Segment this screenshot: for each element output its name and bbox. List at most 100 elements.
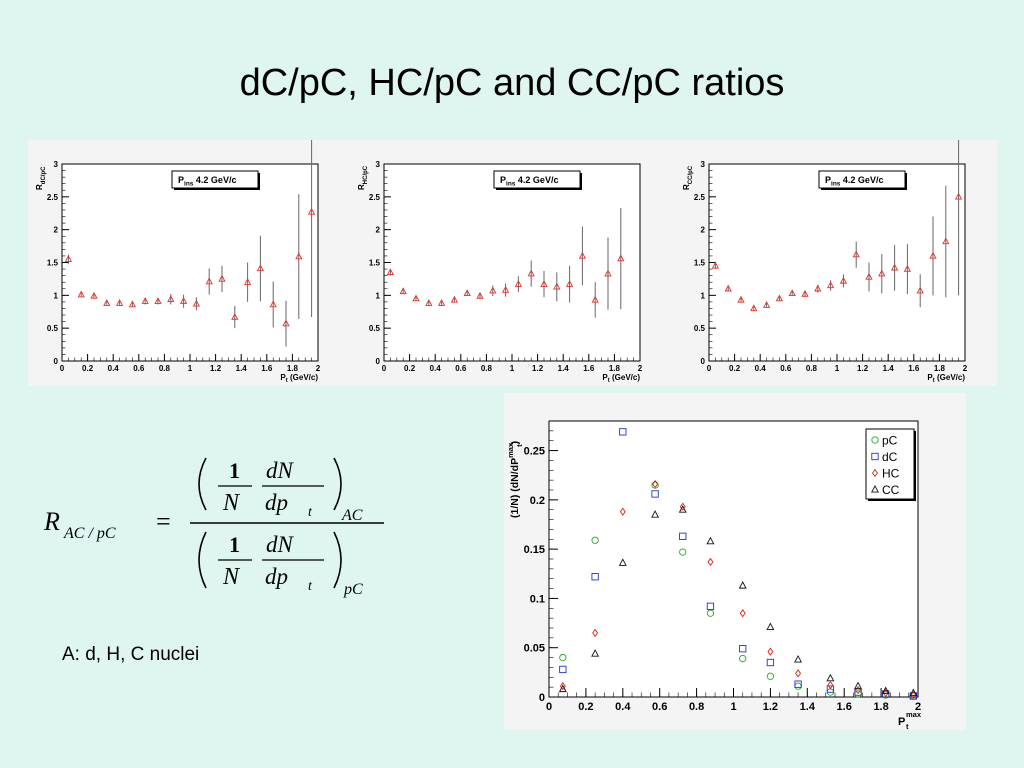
data-point-cc bbox=[738, 581, 747, 589]
data-point bbox=[788, 289, 796, 297]
formula-equals: = bbox=[156, 507, 171, 536]
legend-marker-cc bbox=[871, 484, 879, 493]
data-point bbox=[90, 291, 98, 299]
data-point-cc bbox=[558, 684, 567, 693]
x-tick-label: 0.2 bbox=[578, 701, 593, 713]
data-point-pc bbox=[559, 653, 567, 662]
y-tick-label: 2.5 bbox=[47, 193, 59, 202]
data-point bbox=[737, 295, 745, 303]
x-axis-label-sub: t bbox=[286, 378, 288, 384]
x-tick-label: 0.8 bbox=[481, 364, 493, 373]
data-point bbox=[256, 264, 265, 272]
y-tick-label: 2 bbox=[54, 226, 59, 235]
formula-sub-pc: pC bbox=[343, 581, 363, 598]
data-point-hc bbox=[795, 669, 802, 678]
y-tick-label: 0.5 bbox=[369, 324, 381, 333]
y-tick-label: 0 bbox=[701, 357, 706, 366]
legend-marker-dc bbox=[871, 452, 879, 461]
data-point bbox=[115, 299, 124, 306]
legend-marker-hc bbox=[872, 468, 878, 478]
formula-upper-right-paren bbox=[333, 457, 342, 511]
x-tick-label: 0 bbox=[60, 364, 65, 373]
formula-lower-dp: dp bbox=[265, 564, 288, 589]
ratio-plot-hc-pc-svg: 0 0.5 1 1.5 2 2.5 3 0 0.2 0.4 0.6 0.8 1 1.2 1.4 1.6 1.8 2… bbox=[357, 160, 643, 384]
y-axis-label: RHC/pC bbox=[357, 165, 369, 190]
x-tick-label: 1.4 bbox=[558, 364, 570, 373]
data-point bbox=[437, 299, 446, 306]
legend-sub: ins bbox=[184, 181, 194, 188]
y-tick-label: 3 bbox=[701, 160, 706, 169]
data-point bbox=[878, 269, 886, 277]
x-axis-label-main: P bbox=[898, 716, 905, 728]
formula-upper-n: N bbox=[222, 490, 241, 516]
slide-title: dC/pC, HC/pC and CC/pC ratios bbox=[239, 62, 785, 104]
data-point-hc bbox=[882, 688, 889, 698]
data-point-pc bbox=[679, 548, 687, 556]
data-point-pc bbox=[651, 481, 659, 489]
data-point-hc bbox=[739, 609, 746, 618]
x-tick-label: 0.2 bbox=[82, 364, 94, 373]
plot-frame bbox=[708, 163, 966, 362]
data-point-dc bbox=[679, 532, 687, 540]
y-tick-label: 2.5 bbox=[694, 193, 706, 202]
x-tick-label: 1.6 bbox=[261, 364, 273, 373]
data-point bbox=[205, 277, 213, 285]
legend-label-pc: pC bbox=[882, 434, 898, 448]
x-tick-label: 1.2 bbox=[532, 364, 544, 373]
x-tick-label: 0.2 bbox=[404, 364, 416, 373]
data-point bbox=[916, 286, 924, 294]
x-tick-label: 1.6 bbox=[837, 701, 852, 713]
data-point-hc bbox=[619, 507, 626, 516]
y-axis-label: RdC/pC bbox=[35, 166, 47, 190]
x-tick-label: 1.6 bbox=[583, 364, 595, 373]
legend-box bbox=[493, 170, 581, 189]
formula-lower-dn: dN bbox=[266, 532, 295, 557]
data-point-pc bbox=[739, 654, 747, 663]
y-tick-label: 0 bbox=[376, 357, 381, 366]
data-point-hc bbox=[910, 690, 917, 700]
y-tick-label: 0.5 bbox=[47, 324, 59, 333]
x-tick-label: 0.2 bbox=[729, 364, 741, 373]
data-point bbox=[269, 300, 277, 308]
data-point-cc bbox=[678, 505, 687, 513]
data-point-dc bbox=[766, 658, 775, 667]
y-tick-label: 2 bbox=[701, 226, 706, 235]
y-axis-label-main: R bbox=[357, 184, 366, 190]
x-tick-label: 0.4 bbox=[430, 364, 442, 373]
ratio-formula: R AC / pC = 1 N dN dp t AC 1 N dN dp t p… bbox=[43, 457, 384, 598]
legend-main: P bbox=[500, 175, 506, 185]
data-point bbox=[489, 286, 497, 294]
data-point-dc bbox=[794, 680, 802, 688]
formula-lhs-sub: AC / pC bbox=[63, 525, 116, 542]
x-tick-label: 0.8 bbox=[689, 701, 704, 713]
y-tick-label: 0.2 bbox=[530, 495, 545, 507]
data-point-hc bbox=[592, 628, 599, 638]
y-tick-label: 3 bbox=[376, 160, 381, 169]
y-tick-label: 0 bbox=[54, 357, 59, 366]
data-point bbox=[218, 274, 226, 282]
x-tick-label: 2 bbox=[915, 701, 921, 713]
plot-frame bbox=[548, 420, 919, 698]
data-point bbox=[412, 294, 420, 302]
y-axis-label-sub: CC/pC bbox=[688, 165, 694, 184]
data-point bbox=[192, 299, 201, 307]
data-point bbox=[527, 269, 535, 277]
x-axis-label-main: P bbox=[927, 373, 933, 382]
x-tick-label: 1 bbox=[188, 364, 193, 373]
legend-rest: 4.2 GeV/c bbox=[515, 175, 558, 185]
data-point-cc bbox=[651, 510, 660, 518]
y-axis-label-main: R bbox=[35, 184, 44, 190]
legend-sub: ins bbox=[506, 181, 516, 188]
data-point bbox=[865, 272, 873, 280]
y-tick-label: 0.05 bbox=[524, 643, 545, 655]
x-tick-label: 0.6 bbox=[780, 364, 792, 373]
y-axis-label: (1/N) (dN/dPmaxt) bbox=[506, 441, 524, 518]
x-tick-label: 1.8 bbox=[934, 364, 946, 373]
x-tick-label: 1.4 bbox=[800, 701, 816, 713]
y-axis-label-sup: max bbox=[506, 442, 515, 458]
x-axis-label: Pt (GeV/c) bbox=[927, 373, 965, 384]
ratio-plot-cc-pc-svg: 0 0.5 1 1.5 2 2.5 3 0 0.2 0.4 0.6 0.8 1 1.2 1.4 1.6 1.8 2… bbox=[682, 140, 968, 384]
formula-upper-t: t bbox=[308, 505, 313, 520]
x-tick-label: 1.8 bbox=[873, 701, 888, 713]
x-tick-label: 0.4 bbox=[108, 364, 120, 373]
